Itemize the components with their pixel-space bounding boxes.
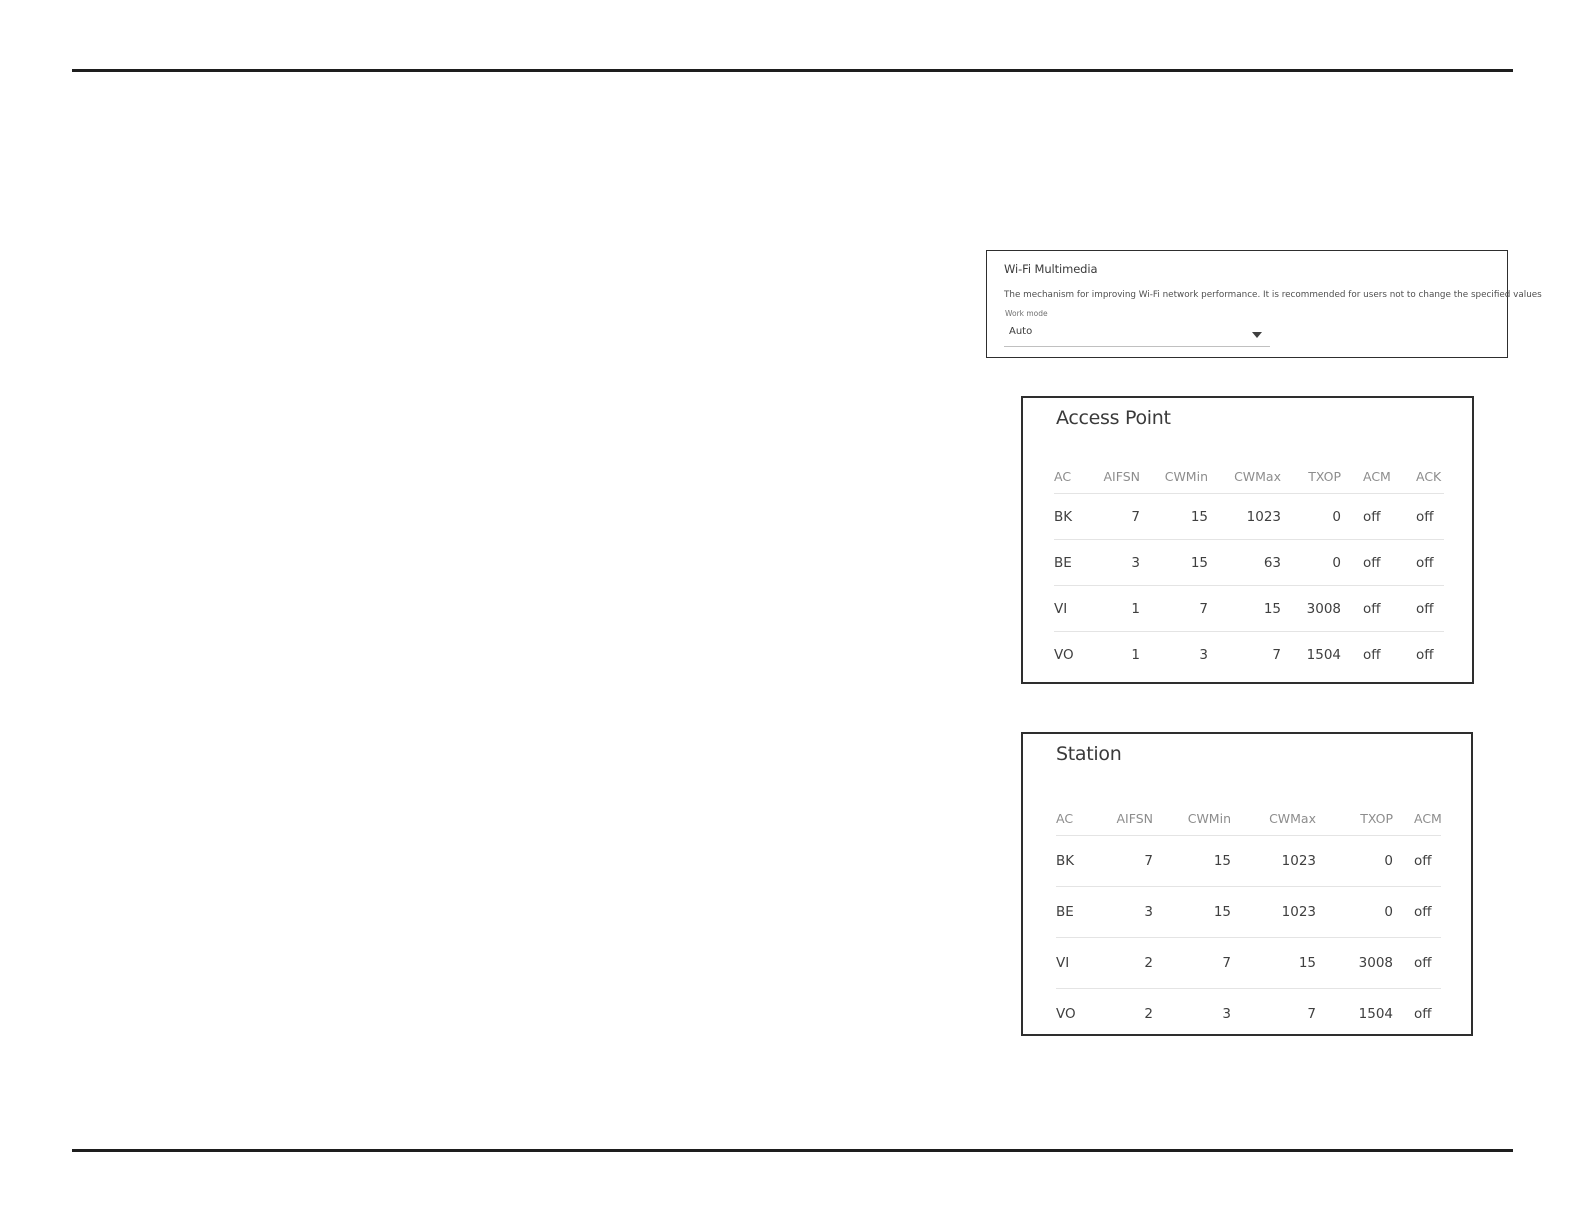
table-cell: 7 [1144, 853, 1153, 869]
table-cell: BE [1054, 554, 1072, 571]
table-cell: 2 [1144, 1006, 1153, 1022]
table-cell: VO [1054, 646, 1074, 663]
table-cell: VI [1054, 600, 1068, 617]
table-cell: 1023 [1246, 508, 1281, 525]
column-header: ACM [1363, 469, 1391, 484]
table-cell: 3 [1222, 1006, 1231, 1022]
table-cell: 0 [1332, 554, 1341, 571]
table-cell: BK [1054, 508, 1073, 525]
table-cell: 0 [1332, 508, 1341, 525]
top-rule [72, 69, 1513, 72]
table-cell: 15 [1190, 508, 1208, 525]
table-cell: 3 [1199, 646, 1208, 663]
table-cell: 0 [1384, 904, 1393, 920]
dropdown-underline [1004, 346, 1270, 347]
table-cell: VO [1056, 1006, 1076, 1022]
table-header-row: AC AIFSN CWMin CWMax TXOP ACM [1056, 802, 1442, 836]
column-header: CWMax [1234, 469, 1281, 484]
station-table: AC AIFSN CWMin CWMax TXOP ACM BK 7 15 1023 0 off BE 3… [1056, 802, 1442, 1039]
table-cell: 15 [1190, 554, 1208, 571]
table-cell: off [1363, 554, 1381, 571]
table-cell: 15 [1263, 600, 1281, 617]
table-cell: 1023 [1281, 853, 1316, 869]
table-cell: 63 [1263, 554, 1281, 571]
table-cell: off [1414, 904, 1432, 920]
column-header: ACK [1416, 469, 1442, 484]
table-cell: 15 [1298, 955, 1316, 971]
table-cell: 3008 [1306, 600, 1341, 617]
station-title: Station [1056, 743, 1122, 765]
table-cell: 0 [1384, 853, 1393, 869]
wifi-multimedia-description: The mechanism for improving Wi-Fi networ… [1004, 290, 1542, 300]
table-cell: off [1416, 554, 1434, 571]
table-cell: 3 [1131, 554, 1140, 571]
table-row: VI 1 7 15 3008 off off [1054, 586, 1444, 632]
table-cell: 15 [1213, 853, 1231, 869]
access-point-table: AC AIFSN CWMin CWMax TXOP ACM ACK BK 7 15 1023 0 off… [1054, 460, 1444, 677]
table-cell: BE [1056, 904, 1074, 920]
table-cell: 7 [1272, 646, 1281, 663]
table-row: VO 2 3 7 1504 off [1056, 989, 1441, 1039]
column-header: AC [1056, 811, 1074, 826]
table-cell: 7 [1307, 1006, 1316, 1022]
work-mode-value: Auto [1009, 326, 1033, 337]
dropdown-caret-icon [1252, 332, 1262, 338]
bottom-rule [72, 1149, 1513, 1152]
column-header: AIFSN [1103, 469, 1141, 484]
work-mode-label: Work mode [1005, 309, 1048, 318]
column-header: TXOP [1308, 469, 1341, 484]
table-cell: off [1414, 1006, 1432, 1022]
column-header: TXOP [1360, 811, 1393, 826]
table-cell: 15 [1213, 904, 1231, 920]
column-header: ACM [1414, 811, 1442, 826]
column-header: CWMin [1164, 469, 1208, 484]
table-cell: off [1414, 955, 1432, 971]
wifi-multimedia-title: Wi-Fi Multimedia [1004, 262, 1098, 276]
column-header: AC [1054, 469, 1072, 484]
table-row: VO 1 3 7 1504 off off [1054, 632, 1444, 677]
table-cell: 2 [1144, 955, 1153, 971]
table-cell: 1023 [1281, 904, 1316, 920]
table-row: BK 7 15 1023 0 off off [1054, 494, 1444, 540]
table-cell: 7 [1131, 508, 1140, 525]
table-cell: 3008 [1358, 955, 1393, 971]
table-cell: off [1363, 508, 1381, 525]
table-cell: 3 [1144, 904, 1153, 920]
table-row: BE 3 15 63 0 off off [1054, 540, 1444, 586]
table-row: VI 2 7 15 3008 off [1056, 938, 1441, 989]
wifi-multimedia-panel: Wi-Fi Multimedia The mechanism for impro… [986, 250, 1542, 358]
table-cell: 1 [1131, 600, 1140, 617]
station-panel: Station AC AIFSN CWMin CWMax TXOP ACM BK 7 15 102… [1021, 732, 1473, 1036]
table-cell: off [1416, 508, 1434, 525]
table-row: BE 3 15 1023 0 off [1056, 887, 1441, 938]
column-header: CWMin [1187, 811, 1231, 826]
table-cell: off [1363, 600, 1381, 617]
column-header: CWMax [1269, 811, 1316, 826]
column-header: AIFSN [1116, 811, 1154, 826]
table-cell: 7 [1199, 600, 1208, 617]
table-cell: 1 [1131, 646, 1140, 663]
table-cell: 1504 [1358, 1006, 1393, 1022]
table-cell: 7 [1222, 955, 1231, 971]
table-row: BK 7 15 1023 0 off [1056, 836, 1441, 887]
table-cell: off [1416, 600, 1434, 617]
table-cell: off [1414, 853, 1432, 869]
table-cell: 1504 [1306, 646, 1341, 663]
table-cell: off [1416, 646, 1434, 663]
work-mode-dropdown[interactable]: Auto [1004, 323, 1270, 345]
access-point-title: Access Point [1056, 407, 1171, 429]
access-point-panel: Access Point AC AIFSN CWMin CWMax TXOP ACM ACK… [1021, 396, 1474, 684]
table-header-row: AC AIFSN CWMin CWMax TXOP ACM ACK [1054, 460, 1444, 494]
table-cell: BK [1056, 853, 1075, 869]
table-cell: VI [1056, 955, 1070, 971]
table-cell: off [1363, 646, 1381, 663]
